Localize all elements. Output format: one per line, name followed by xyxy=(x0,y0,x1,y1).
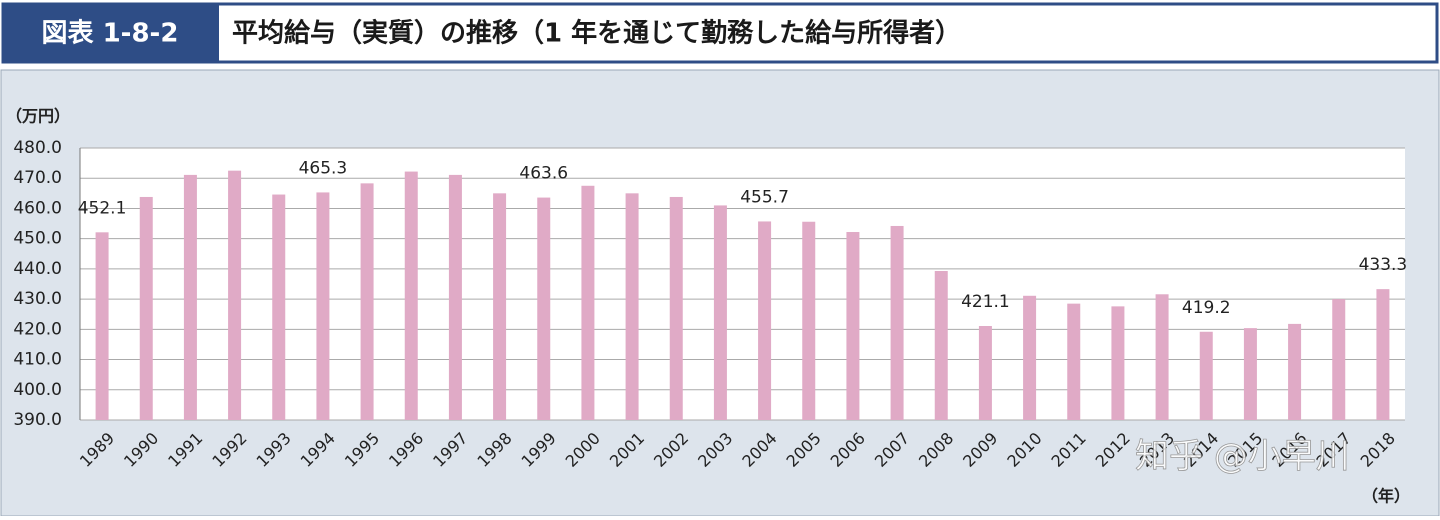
bar xyxy=(890,225,904,420)
bar xyxy=(1332,299,1346,420)
value-label: 452.1 xyxy=(78,198,127,218)
value-label: 421.1 xyxy=(961,292,1010,312)
bar xyxy=(1111,306,1125,420)
bar xyxy=(272,194,286,420)
bar xyxy=(846,232,860,420)
bar xyxy=(404,171,418,420)
figure-label: 図表 1-8-2 xyxy=(42,19,179,49)
x-unit: （年） xyxy=(1362,487,1410,506)
y-tick-label: 430.0 xyxy=(13,289,62,309)
bar xyxy=(316,192,330,420)
bar xyxy=(934,271,948,420)
watermark: 知乎 @小早川 xyxy=(1135,437,1350,477)
y-tick-label: 450.0 xyxy=(13,229,62,249)
value-label: 465.3 xyxy=(299,158,348,178)
bar xyxy=(758,221,772,420)
bar xyxy=(978,326,992,420)
header-frame xyxy=(1,2,1439,64)
y-unit: （万円） xyxy=(6,107,70,126)
bar xyxy=(95,232,109,420)
bar xyxy=(669,196,683,420)
value-label: 433.3 xyxy=(1359,255,1408,275)
bar xyxy=(1067,303,1081,420)
y-tick-label: 460.0 xyxy=(13,198,62,218)
y-tick-label: 410.0 xyxy=(13,350,62,370)
bar xyxy=(1288,323,1302,420)
bar xyxy=(625,193,639,420)
y-tick-label: 470.0 xyxy=(13,168,62,188)
bar xyxy=(1376,289,1390,420)
bar xyxy=(713,205,727,420)
y-tick-label: 420.0 xyxy=(13,319,62,339)
value-label: 455.7 xyxy=(740,187,789,207)
bar xyxy=(1199,331,1213,420)
plot-area xyxy=(80,148,1405,420)
chart-title: 平均給与（実質）の推移（1 年を通じて勤務した給与所得者） xyxy=(232,18,961,49)
y-tick-label: 440.0 xyxy=(13,259,62,279)
bar xyxy=(802,221,816,420)
bar xyxy=(448,174,462,420)
bar xyxy=(1243,328,1257,420)
y-tick-label: 390.0 xyxy=(13,410,62,430)
value-label: 419.2 xyxy=(1182,298,1231,318)
bar xyxy=(139,196,153,420)
value-label: 463.6 xyxy=(519,164,568,184)
bar xyxy=(1155,294,1169,420)
bar xyxy=(1023,295,1037,420)
bar xyxy=(537,197,551,420)
bar xyxy=(360,183,374,420)
y-tick-label: 400.0 xyxy=(13,380,62,400)
bar xyxy=(581,185,595,420)
header-label-box xyxy=(3,4,219,62)
bar xyxy=(183,174,197,420)
bar xyxy=(493,193,507,420)
y-tick-label: 480.0 xyxy=(13,138,62,158)
bar xyxy=(228,170,242,420)
